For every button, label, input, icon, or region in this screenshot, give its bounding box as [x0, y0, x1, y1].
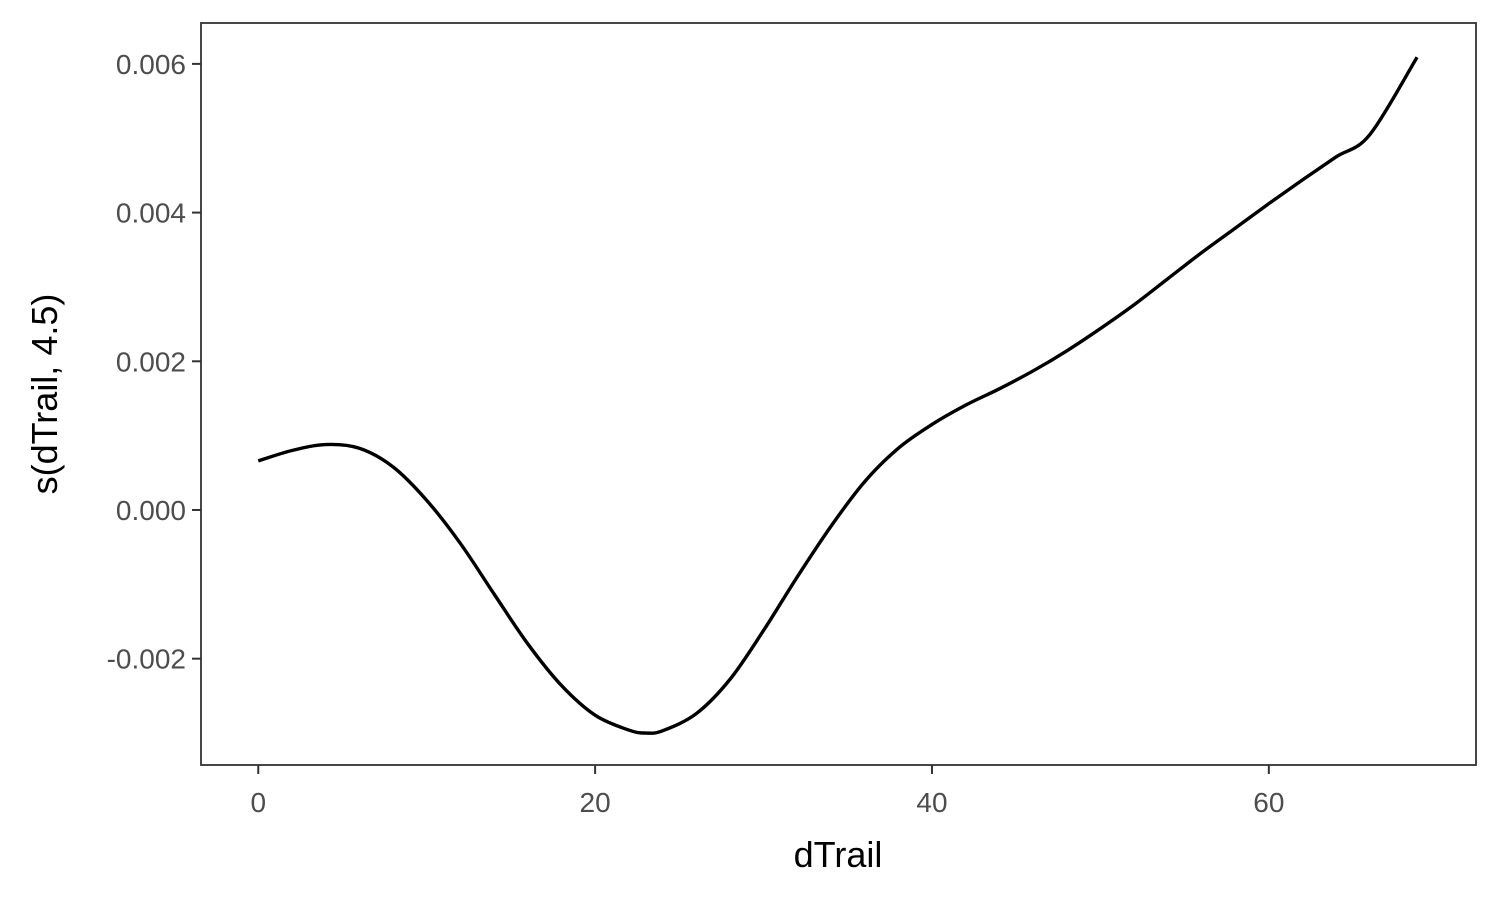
y-tick-label: 0.002: [116, 346, 186, 377]
x-axis-title: dTrail: [794, 834, 883, 875]
x-tick-label: 60: [1253, 787, 1284, 818]
y-tick-label: 0.006: [116, 49, 186, 80]
x-axis: 0 20 40 60: [250, 765, 1284, 818]
y-tick-label: 0.000: [116, 495, 186, 526]
x-tick-label: 40: [916, 787, 947, 818]
y-axis: -0.002 0.000 0.002 0.004 0.006: [107, 49, 201, 675]
x-tick-label: 0: [250, 787, 266, 818]
y-axis-title: s(dTrail, 4.5): [24, 294, 65, 495]
plot-panel: [200, 22, 1477, 766]
y-tick-label: 0.004: [116, 198, 186, 229]
series-line: [257, 56, 1419, 735]
series-layer: [257, 56, 1419, 735]
x-tick-label: 20: [580, 787, 611, 818]
y-tick-label: -0.002: [107, 644, 186, 675]
